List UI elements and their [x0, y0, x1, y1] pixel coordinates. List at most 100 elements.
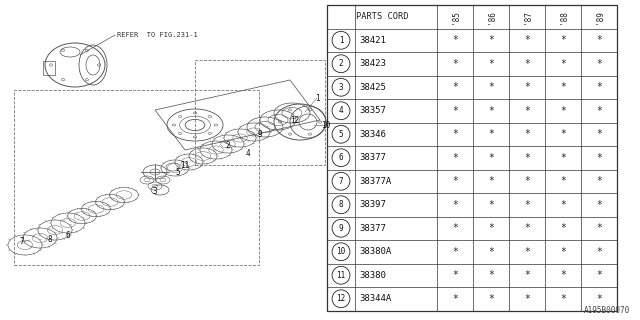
Text: 38380A: 38380A [359, 247, 391, 256]
Text: *: * [596, 153, 602, 163]
Text: *: * [452, 106, 458, 116]
Text: *: * [452, 223, 458, 233]
Text: 7: 7 [20, 237, 24, 246]
Text: 10: 10 [337, 247, 346, 256]
Circle shape [332, 125, 350, 143]
Circle shape [332, 55, 350, 73]
Text: *: * [488, 82, 494, 92]
Text: *: * [596, 59, 602, 69]
Text: *: * [452, 176, 458, 186]
Text: *: * [596, 223, 602, 233]
Text: *: * [560, 200, 566, 210]
Text: 5: 5 [176, 167, 180, 177]
Circle shape [332, 31, 350, 49]
Text: '89: '89 [595, 10, 604, 24]
Text: *: * [560, 59, 566, 69]
Text: *: * [452, 294, 458, 304]
Text: 12: 12 [291, 116, 300, 124]
Text: 38425: 38425 [359, 83, 386, 92]
Text: *: * [560, 223, 566, 233]
Text: 38377: 38377 [359, 153, 386, 162]
Text: 38380: 38380 [359, 271, 386, 280]
Text: 10: 10 [321, 121, 331, 130]
Text: 4: 4 [339, 106, 343, 115]
Text: 3: 3 [153, 188, 157, 196]
Text: *: * [488, 35, 494, 45]
Text: 2: 2 [226, 140, 230, 149]
Text: *: * [560, 35, 566, 45]
Text: *: * [596, 200, 602, 210]
Circle shape [332, 196, 350, 214]
Text: *: * [560, 176, 566, 186]
Text: 4: 4 [246, 148, 250, 157]
Circle shape [332, 266, 350, 284]
Text: *: * [596, 176, 602, 186]
Circle shape [332, 172, 350, 190]
Text: '85: '85 [451, 10, 460, 24]
Text: *: * [560, 106, 566, 116]
Text: *: * [452, 35, 458, 45]
Text: *: * [488, 176, 494, 186]
Text: '88: '88 [559, 10, 568, 24]
Text: 2: 2 [339, 59, 343, 68]
Text: *: * [560, 129, 566, 139]
Text: *: * [488, 270, 494, 280]
Text: 6: 6 [66, 230, 70, 239]
Text: 1: 1 [339, 36, 343, 45]
Text: *: * [596, 294, 602, 304]
Text: *: * [452, 59, 458, 69]
Text: '87: '87 [522, 10, 531, 24]
Text: 38421: 38421 [359, 36, 386, 45]
Text: 9: 9 [339, 224, 343, 233]
Text: *: * [596, 82, 602, 92]
Text: 3: 3 [339, 83, 343, 92]
Text: 38357: 38357 [359, 106, 386, 115]
Text: *: * [524, 223, 530, 233]
Text: *: * [524, 153, 530, 163]
Text: *: * [488, 153, 494, 163]
Text: 5: 5 [339, 130, 343, 139]
Circle shape [332, 219, 350, 237]
Text: *: * [560, 247, 566, 257]
Text: 9: 9 [258, 130, 262, 139]
Text: *: * [524, 82, 530, 92]
Text: *: * [488, 106, 494, 116]
Text: *: * [596, 35, 602, 45]
Text: 12: 12 [337, 294, 346, 303]
Text: 38344A: 38344A [359, 294, 391, 303]
Text: *: * [488, 59, 494, 69]
Text: *: * [488, 200, 494, 210]
Text: *: * [560, 294, 566, 304]
Text: 7: 7 [339, 177, 343, 186]
Bar [195, 60, 325, 165]
Text: *: * [452, 270, 458, 280]
Text: 1: 1 [315, 93, 319, 102]
Bar [14, 90, 259, 265]
Text: *: * [488, 223, 494, 233]
Text: 6: 6 [339, 153, 343, 162]
Text: 38377A: 38377A [359, 177, 391, 186]
Text: *: * [560, 270, 566, 280]
Text: *: * [560, 82, 566, 92]
Text: REFER  TO FIG.231-1: REFER TO FIG.231-1 [117, 32, 198, 38]
Circle shape [332, 149, 350, 167]
Text: *: * [452, 129, 458, 139]
Text: *: * [488, 129, 494, 139]
Text: *: * [524, 200, 530, 210]
Text: *: * [452, 247, 458, 257]
Text: *: * [524, 294, 530, 304]
Text: *: * [524, 59, 530, 69]
Text: A195B00070: A195B00070 [584, 306, 630, 315]
Text: *: * [524, 35, 530, 45]
Text: 38423: 38423 [359, 59, 386, 68]
Bar [327, 5, 617, 310]
Text: 11: 11 [180, 161, 189, 170]
Text: *: * [596, 270, 602, 280]
Text: *: * [452, 82, 458, 92]
Text: *: * [524, 247, 530, 257]
Text: *: * [524, 176, 530, 186]
Text: *: * [560, 153, 566, 163]
Text: '86: '86 [486, 10, 495, 24]
Text: 8: 8 [339, 200, 343, 209]
Text: PARTS CORD: PARTS CORD [356, 12, 408, 21]
